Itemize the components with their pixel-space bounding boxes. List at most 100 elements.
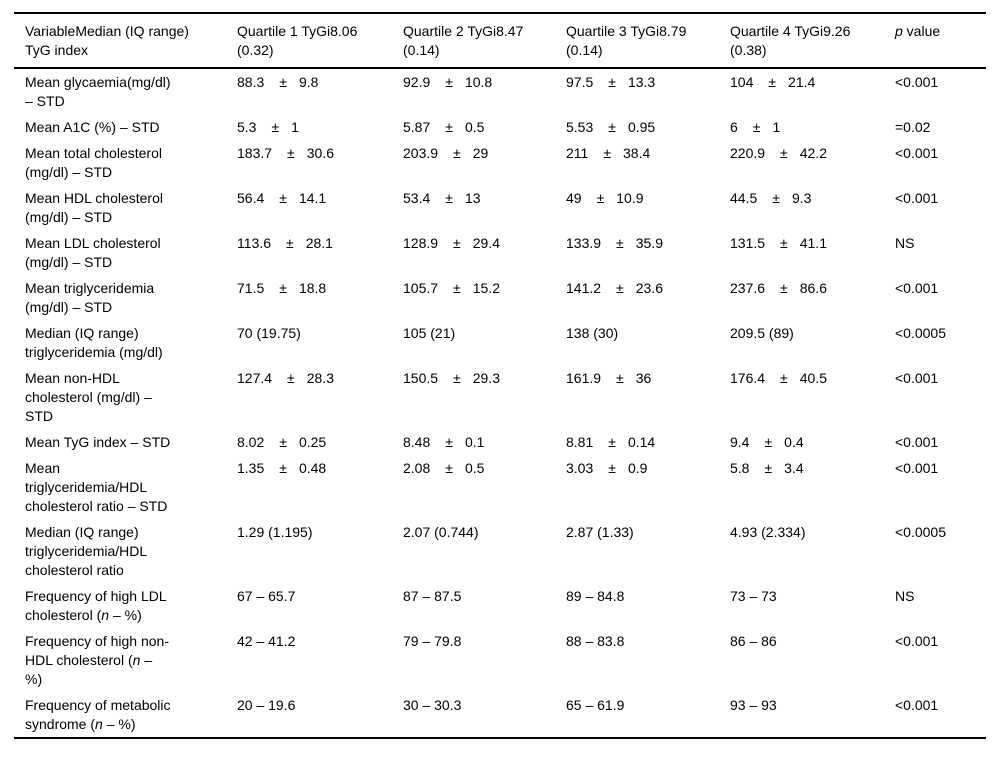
std-value: 10.8 <box>464 74 493 90</box>
std-value: 0.1 <box>464 434 485 450</box>
p-value-cell: NS <box>895 588 915 604</box>
value-cell: 1.35 ±0.48 <box>237 455 403 519</box>
std-value: 13.3 <box>627 74 656 90</box>
text-line: (mg/dl) – STD <box>25 163 231 182</box>
mean-value: 97.5 <box>566 74 594 90</box>
value-cell: 30 – 30.3 <box>403 697 462 713</box>
plus-minus-symbol: ± <box>279 460 287 476</box>
row-label: Mean TyG index – STD <box>14 429 237 455</box>
value-cell: 89 – 84.8 <box>566 588 625 604</box>
p-value-cell: =0.02 <box>895 119 931 135</box>
text-segment: Mean glycaemia(mg/dl) <box>25 74 171 90</box>
mean-value: 5.53 <box>566 119 594 135</box>
value-cell: 42 – 41.2 <box>237 633 296 649</box>
p-value-cell: <0.001 <box>895 145 939 161</box>
mean-value: 6 <box>730 119 738 135</box>
std-value: 0.5 <box>464 119 485 135</box>
column-header-quartile-3: Quartile 3 TyGi8.79 (0.14) <box>566 13 730 69</box>
value-cell: 183.7 ±30.6 <box>237 140 403 185</box>
row-label: Mean total cholesterol (mg/dl) – STD <box>14 140 237 185</box>
p-value-cell: <0.001 <box>895 633 939 649</box>
row-label: Median (IQ range) triglyceridemia/HDL chol… <box>14 519 237 583</box>
value-cell: 70 (19.75) <box>237 325 301 341</box>
value-cell: 5.8 ±3.4 <box>730 455 895 519</box>
plus-minus-symbol: ± <box>616 280 624 296</box>
value-cell: 79 – 79.8 <box>403 633 462 649</box>
table-row: Mean triglyceridemia/HDL cholesterol ratio… <box>14 455 986 519</box>
value-cell: 220.9 ±42.2 <box>730 140 895 185</box>
value-cell: 2.87 (1.33) <box>566 524 634 540</box>
text-line: Quartile 4 TyGi9.26 <box>730 22 889 41</box>
std-value: 35.9 <box>635 235 663 251</box>
value-cell: 87 – 87.5 <box>403 588 462 604</box>
column-header-p-value: p value <box>895 13 986 69</box>
mean-value: 88.3 <box>237 74 265 90</box>
table-row: Mean LDL cholesterol (mg/dl) – STD 113.6 ±2… <box>14 230 986 275</box>
text-line: Frequency of high non- <box>25 632 231 651</box>
text-line: (0.38) <box>730 41 889 60</box>
plus-minus-symbol: ± <box>453 280 461 296</box>
std-value: 14.1 <box>298 190 327 206</box>
mean-value: 113.6 <box>237 235 271 251</box>
text-segment: triglyceridemia (mg/dl) <box>25 344 163 360</box>
text-segment: Mean LDL cholesterol <box>25 235 161 251</box>
text-segment: Quartile 3 TyGi8.79 <box>566 23 687 39</box>
value-cell: 211 ±38.4 <box>566 140 730 185</box>
row-label: Frequency of high non- HDL cholesterol (n… <box>14 628 237 692</box>
column-header-quartile-4: Quartile 4 TyGi9.26 (0.38) <box>730 13 895 69</box>
text-line: (mg/dl) – STD <box>25 208 231 227</box>
value-cell: 97.5 ±13.3 <box>566 68 730 114</box>
mean-value: 133.9 <box>566 235 602 251</box>
plus-minus-symbol: ± <box>608 74 616 90</box>
value-cell: 67 – 65.7 <box>237 588 296 604</box>
italic-text: n <box>132 652 141 668</box>
value-cell: 73 – 73 <box>730 588 777 604</box>
value-cell: 9.4 ±0.4 <box>730 429 895 455</box>
plus-minus-symbol: ± <box>780 235 788 251</box>
std-value: 28.1 <box>305 235 333 251</box>
mean-value: 211 <box>566 145 589 161</box>
value-cell: 176.4 ±40.5 <box>730 365 895 429</box>
value-cell: 209.5 (89) <box>730 325 794 341</box>
row-label: Mean triglyceridemia/HDL cholesterol ratio… <box>14 455 237 519</box>
text-line: triglyceridemia (mg/dl) <box>25 343 231 362</box>
text-line: VariableMedian (IQ range) <box>25 22 231 41</box>
plus-minus-symbol: ± <box>764 460 773 476</box>
text-line: triglyceridemia/HDL <box>25 542 231 561</box>
mean-value: 1.35 <box>237 460 265 476</box>
text-line: Mean A1C (%) – STD <box>25 118 231 137</box>
row-label: Mean triglyceridemia (mg/dl) – STD <box>14 275 237 320</box>
text-segment: – <box>140 652 153 668</box>
plus-minus-symbol: ± <box>608 460 616 476</box>
value-cell: 86 – 86 <box>730 633 777 649</box>
row-label: Mean LDL cholesterol (mg/dl) – STD <box>14 230 237 275</box>
value-cell: 53.4 ±13 <box>403 185 566 230</box>
text-segment: Quartile 1 TyGi8.06 <box>237 23 358 39</box>
text-line: %) <box>25 670 231 689</box>
text-line: Mean HDL cholesterol <box>25 189 231 208</box>
text-line: Mean triglyceridemia <box>25 279 231 298</box>
text-segment: value <box>902 23 941 39</box>
table-row: Mean TyG index – STD 8.02 ±0.25 8.48 ±0.1 8.8… <box>14 429 986 455</box>
table-row: Mean A1C (%) – STD 5.3 ±1 5.87 ±0.5 5.53 ±0.95… <box>14 114 986 140</box>
row-label: Mean non-HDL cholesterol (mg/dl) – STD <box>14 365 237 429</box>
mean-value: 105.7 <box>403 280 439 296</box>
text-line: STD <box>25 407 231 426</box>
mean-value: 5.87 <box>403 119 431 135</box>
table-row: Mean total cholesterol (mg/dl) – STD 183.7… <box>14 140 986 185</box>
value-cell: 56.4 ±14.1 <box>237 185 403 230</box>
row-label: Frequency of high LDL cholesterol (n – %) <box>14 583 237 628</box>
table-row: Frequency of high non- HDL cholesterol (n… <box>14 628 986 692</box>
value-cell: 20 – 19.6 <box>237 697 296 713</box>
mean-value: 49 <box>566 190 582 206</box>
mean-value: 53.4 <box>403 190 431 206</box>
plus-minus-symbol: ± <box>279 74 287 90</box>
plus-minus-symbol: ± <box>445 74 453 90</box>
mean-value: 150.5 <box>403 370 439 386</box>
mean-value: 220.9 <box>730 145 766 161</box>
std-value: 0.5 <box>464 460 485 476</box>
mean-value: 127.4 <box>237 370 273 386</box>
value-cell: 88 – 83.8 <box>566 633 625 649</box>
mean-value: 183.7 <box>237 145 273 161</box>
std-value: 0.14 <box>627 434 656 450</box>
